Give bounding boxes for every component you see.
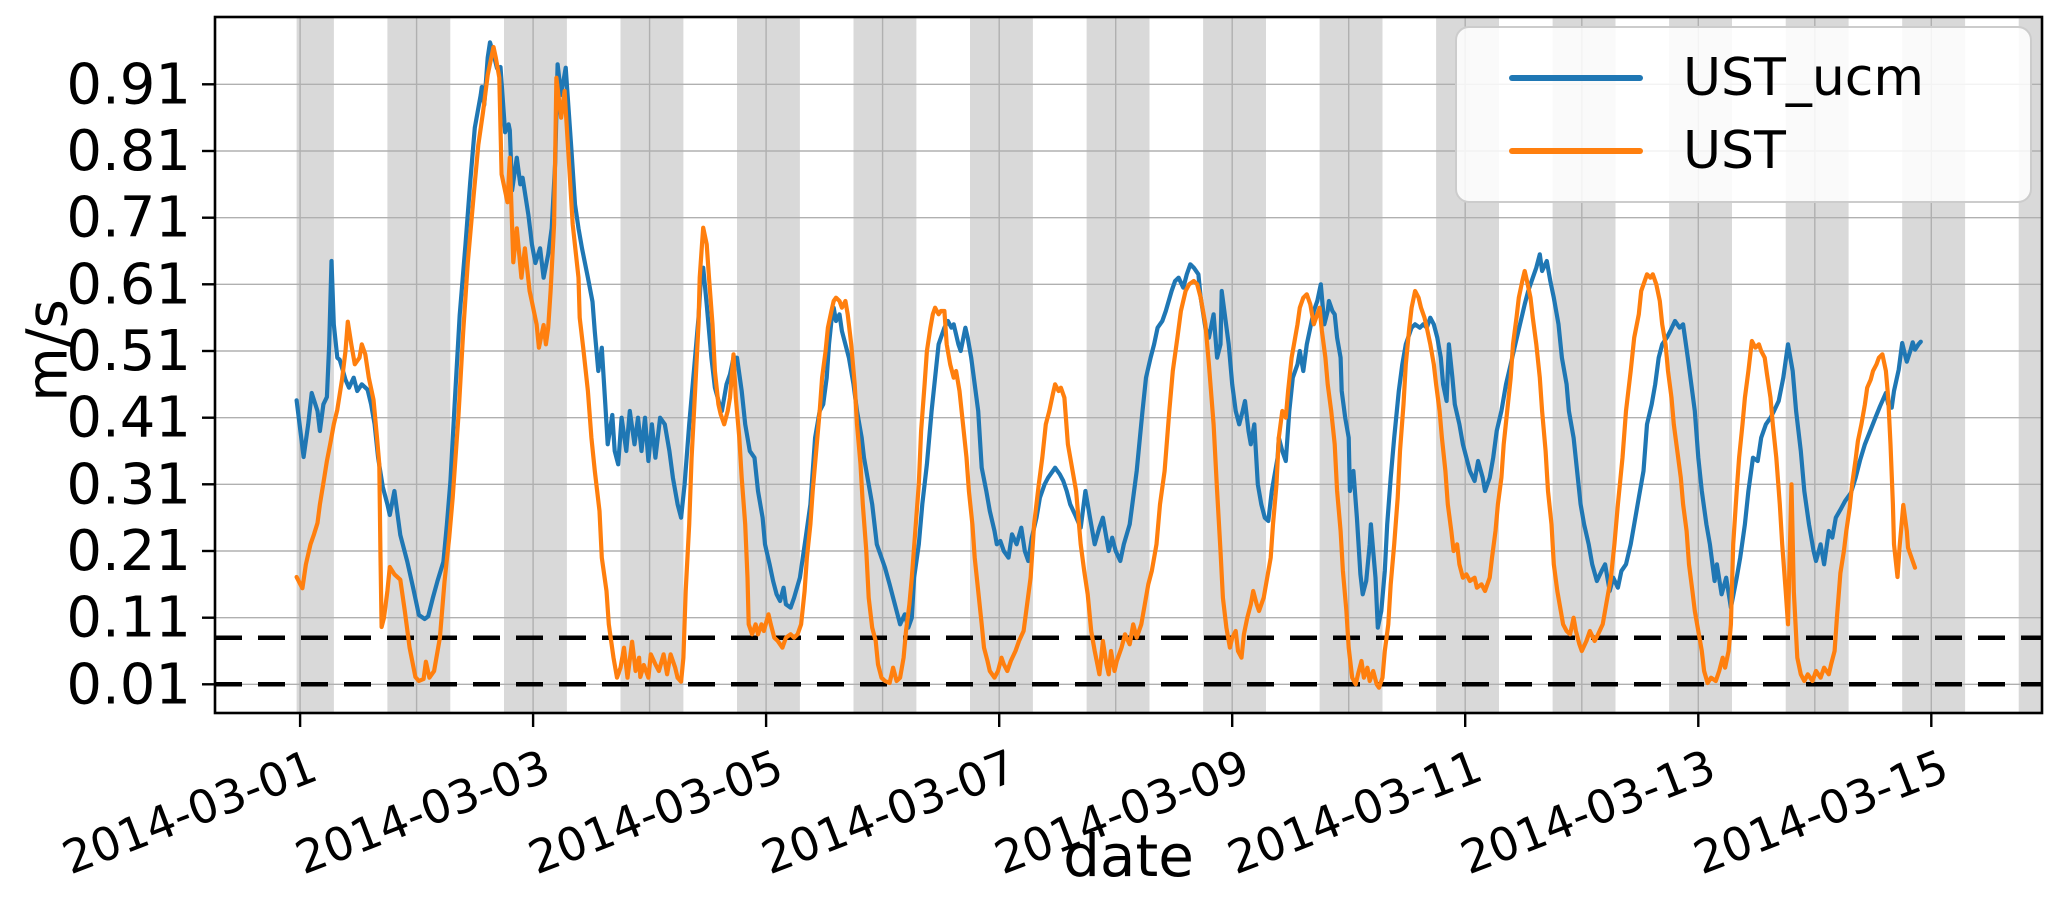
svg-text:0.71: 0.71	[66, 186, 191, 251]
svg-text:0.51: 0.51	[66, 319, 191, 384]
legend-line-sample-ust	[1509, 147, 1643, 154]
legend-label-ust-ucm: UST_ucm	[1683, 48, 1925, 109]
y-axis-label: m/s	[15, 299, 81, 402]
legend-line-sample-ust-ucm	[1509, 75, 1643, 82]
svg-text:0.81: 0.81	[66, 119, 191, 184]
svg-text:0.11: 0.11	[66, 586, 191, 651]
svg-text:0.41: 0.41	[66, 386, 191, 451]
svg-text:0.91: 0.91	[66, 52, 191, 117]
svg-text:0.21: 0.21	[66, 519, 191, 584]
legend-entry-ust-ucm: UST_ucm	[1509, 52, 2020, 104]
svg-text:0.01: 0.01	[66, 652, 191, 717]
legend-label-ust: UST	[1683, 120, 1786, 181]
svg-text:0.61: 0.61	[66, 252, 191, 317]
x-axis-label: date	[1063, 822, 1194, 890]
legend: UST_ucm UST	[1455, 26, 2032, 203]
legend-entry-ust: UST	[1509, 125, 2020, 177]
svg-text:0.31: 0.31	[66, 452, 191, 517]
